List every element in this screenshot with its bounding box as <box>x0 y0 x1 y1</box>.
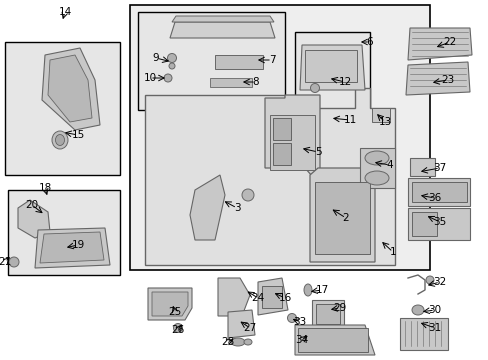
Text: 22: 22 <box>443 37 456 47</box>
Bar <box>411 212 436 236</box>
Text: 17: 17 <box>315 285 328 295</box>
Text: 16: 16 <box>278 293 291 303</box>
Bar <box>272 118 290 140</box>
Text: 5: 5 <box>314 147 321 157</box>
Polygon shape <box>218 278 249 316</box>
Bar <box>5 42 120 175</box>
Text: 20: 20 <box>25 200 39 210</box>
Text: 29: 29 <box>333 303 346 313</box>
Text: 36: 36 <box>427 193 441 203</box>
Ellipse shape <box>244 339 251 345</box>
Text: 23: 23 <box>441 75 454 85</box>
Ellipse shape <box>425 276 433 284</box>
Text: 15: 15 <box>71 130 84 140</box>
Polygon shape <box>294 325 374 355</box>
Polygon shape <box>35 228 110 268</box>
Polygon shape <box>227 310 254 338</box>
Polygon shape <box>42 48 100 130</box>
Text: 18: 18 <box>38 183 52 193</box>
Text: 14: 14 <box>58 7 71 17</box>
Text: 37: 37 <box>432 163 446 173</box>
Text: 30: 30 <box>427 305 441 315</box>
Text: 3: 3 <box>233 203 240 213</box>
Ellipse shape <box>230 338 244 346</box>
Bar <box>138 12 285 110</box>
Ellipse shape <box>364 151 388 165</box>
Bar <box>315 304 339 324</box>
Text: 6: 6 <box>366 37 372 47</box>
Bar <box>269 115 314 170</box>
Polygon shape <box>152 292 187 316</box>
Text: 33: 33 <box>293 317 306 327</box>
Polygon shape <box>18 200 50 238</box>
Text: 19: 19 <box>71 240 84 250</box>
Text: 7: 7 <box>268 55 275 65</box>
Ellipse shape <box>55 135 64 145</box>
Text: 28: 28 <box>221 337 234 347</box>
Bar <box>407 178 469 206</box>
Bar <box>311 300 343 328</box>
Polygon shape <box>48 55 92 122</box>
Ellipse shape <box>304 284 311 296</box>
Bar <box>215 55 263 69</box>
Ellipse shape <box>52 131 68 149</box>
Ellipse shape <box>242 189 253 201</box>
Text: 4: 4 <box>386 160 392 170</box>
Text: 1: 1 <box>389 247 395 257</box>
Text: 24: 24 <box>251 293 264 303</box>
Polygon shape <box>170 22 274 38</box>
Ellipse shape <box>173 324 182 333</box>
Text: 27: 27 <box>243 323 256 333</box>
Text: 13: 13 <box>378 117 391 127</box>
Polygon shape <box>407 28 471 60</box>
Polygon shape <box>309 168 374 262</box>
Polygon shape <box>258 278 287 315</box>
Text: 11: 11 <box>343 115 356 125</box>
Bar <box>262 286 282 308</box>
Ellipse shape <box>9 257 19 267</box>
Ellipse shape <box>310 84 319 93</box>
Polygon shape <box>299 45 364 90</box>
Polygon shape <box>190 175 224 240</box>
Ellipse shape <box>287 314 296 323</box>
Bar <box>294 32 369 110</box>
Text: 32: 32 <box>432 277 446 287</box>
Bar <box>130 5 429 270</box>
Bar <box>399 318 447 350</box>
Text: 35: 35 <box>432 217 446 227</box>
Polygon shape <box>359 148 394 188</box>
Text: 10: 10 <box>143 73 156 83</box>
Text: 26: 26 <box>171 325 184 335</box>
Polygon shape <box>405 62 469 95</box>
Bar <box>8 190 120 275</box>
Ellipse shape <box>169 63 175 69</box>
Text: 31: 31 <box>427 323 441 333</box>
Bar <box>272 143 290 165</box>
Polygon shape <box>145 88 394 265</box>
Bar <box>209 78 251 87</box>
Text: 34: 34 <box>295 335 308 345</box>
Ellipse shape <box>364 171 388 185</box>
Bar <box>411 182 466 202</box>
Bar <box>371 108 389 122</box>
Ellipse shape <box>167 54 176 63</box>
Polygon shape <box>172 16 273 22</box>
Text: 25: 25 <box>168 307 181 317</box>
Ellipse shape <box>411 305 423 315</box>
Bar <box>314 182 369 254</box>
Text: 12: 12 <box>338 77 351 87</box>
Polygon shape <box>40 232 104 263</box>
Bar <box>305 50 356 82</box>
Polygon shape <box>148 288 192 320</box>
Text: 8: 8 <box>252 77 259 87</box>
Text: 2: 2 <box>342 213 348 223</box>
Bar <box>407 208 469 240</box>
Bar <box>409 158 434 176</box>
Text: 21: 21 <box>0 257 12 267</box>
Ellipse shape <box>163 74 172 82</box>
Polygon shape <box>264 95 319 185</box>
Text: 9: 9 <box>152 53 159 63</box>
Bar <box>297 328 367 352</box>
